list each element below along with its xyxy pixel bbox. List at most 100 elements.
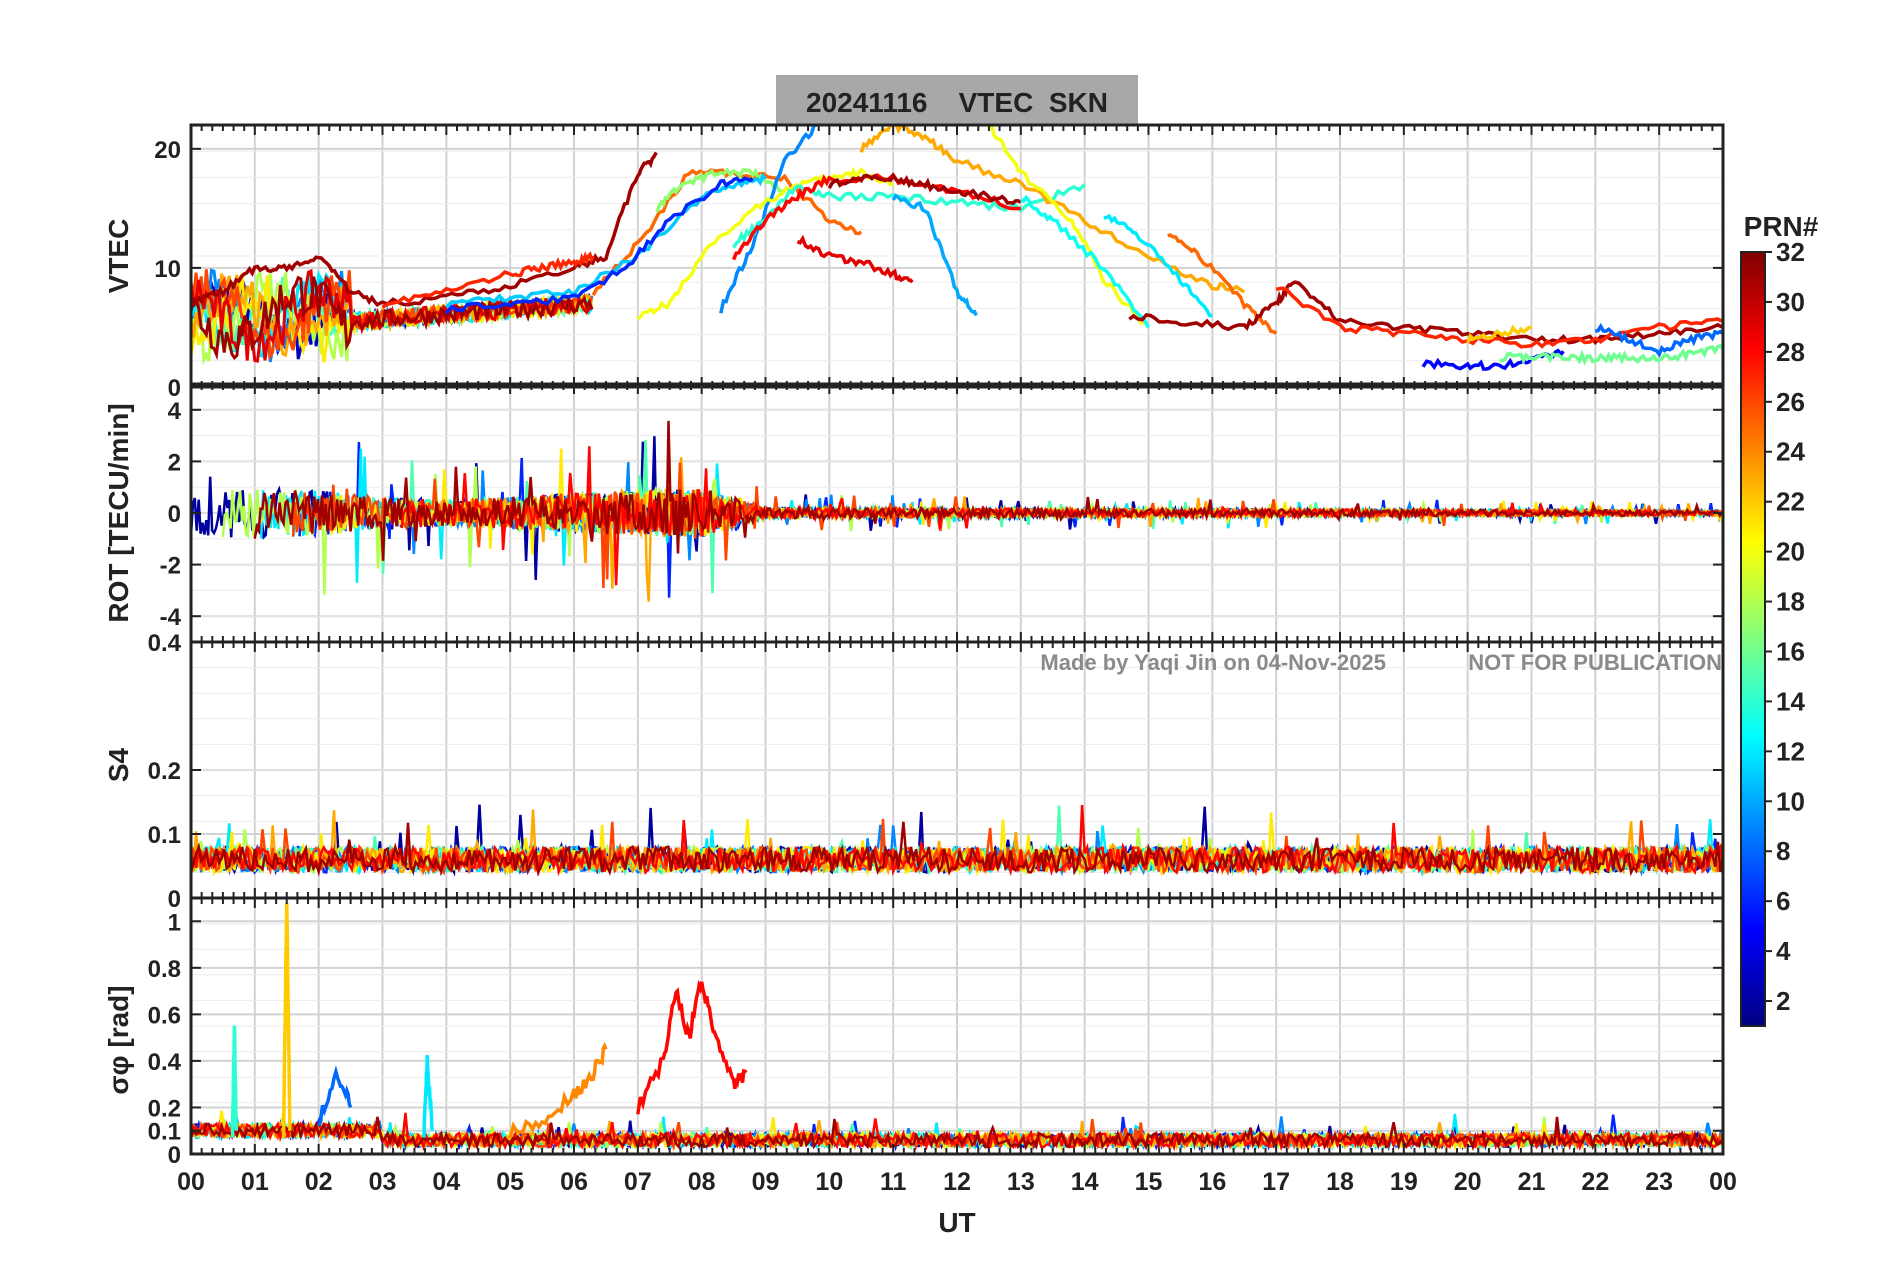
y-tick-label: 0.2 (148, 758, 181, 785)
y-axis-label-s4: S4 (103, 747, 134, 782)
colorbar-tick-label: 24 (1776, 437, 1805, 467)
colorbar-tick-label: 8 (1776, 836, 1790, 866)
x-tick-label: 02 (305, 1168, 333, 1196)
x-axis-label: UT (938, 1207, 975, 1238)
y-tick-label: 0.6 (148, 1002, 181, 1029)
y-tick-label: 4 (168, 398, 182, 425)
colorbar-tick-label: 6 (1776, 886, 1790, 916)
y-tick-label: 0.4 (148, 1049, 182, 1076)
sigma-series-prn-31 (191, 1116, 1723, 1152)
vtec-series-prn-13 (1020, 194, 1151, 329)
series-rot (191, 420, 1723, 602)
vtec-series-prn-29 (796, 234, 914, 284)
vtec-series-prn-31 (191, 151, 658, 309)
y-axis-label-sigma_phi: σφ [rad] (103, 985, 134, 1094)
vtec-series-prn-27 (381, 251, 595, 309)
title-box (776, 75, 1138, 125)
x-tick-label: 15 (1135, 1168, 1163, 1196)
y-tick-label: 0.4 (148, 630, 182, 657)
y-axis-label-vtec: VTEC (103, 219, 134, 294)
sigma-event-prn-12 (422, 1055, 435, 1138)
vtec-series-prn-27 (1275, 286, 1723, 349)
y-tick-label: 10 (154, 256, 181, 283)
rot-series-prn-18 (221, 466, 1723, 595)
y-tick-label: 0 (168, 501, 181, 528)
panel-sigma_phi: 00.10.2 0.4 0.6 0.8 1 σφ [rad] (103, 896, 1725, 1169)
panel-s4: 0 0.1 0.2 0.4 S4 (103, 630, 1725, 913)
colorbar-tick-label: 10 (1776, 786, 1805, 816)
colorbar-tick-label: 12 (1776, 736, 1805, 766)
vtec-series-prn-12 (1103, 213, 1213, 318)
y-tick-label: 0 (168, 1142, 181, 1169)
x-tick-label: 21 (1518, 1168, 1546, 1196)
vtec-series-prn-20 (987, 125, 1151, 329)
colorbar-tick-label: 4 (1776, 936, 1791, 966)
x-ticks-sigma_phi (190, 898, 1724, 1154)
x-tick-label: 19 (1390, 1168, 1418, 1196)
chart-title: 20241116 VTEC SKN (806, 87, 1108, 118)
y-tick-label: 0.8 (148, 956, 181, 983)
colorbar-tick-label: 20 (1776, 537, 1805, 567)
x-ticks-rot (190, 384, 1724, 642)
x-tick-label: 23 (1645, 1168, 1673, 1196)
x-tick-label: 12 (943, 1168, 971, 1196)
colorbar-tick-label: 26 (1776, 387, 1805, 417)
panel-vtec: 0 10 20 VTEC (103, 123, 1725, 402)
colorbar-tick-label: 16 (1776, 636, 1805, 666)
y-tick-label: 0 (168, 375, 181, 402)
vtec-series-prn-23 (859, 125, 1246, 294)
sigma-event-prn-8 (317, 1065, 353, 1127)
x-tick-label: 10 (815, 1168, 843, 1196)
y-tick-label: 1 (168, 909, 181, 936)
colorbar-tick-label: 22 (1776, 487, 1805, 517)
vtec-series-prn-6 (444, 176, 754, 315)
colorbar-tick-label: 14 (1776, 686, 1805, 716)
vtec-series-prn-22 (1466, 324, 1532, 344)
x-tick-label: 13 (1007, 1168, 1035, 1196)
x-tick-label: 20 (1454, 1168, 1482, 1196)
vtec-series-prn-20 (636, 166, 894, 321)
vtec-series-prn-14 (732, 183, 1086, 249)
colorbar-tick-label: 2 (1776, 986, 1790, 1016)
x-tick-label: 09 (752, 1168, 780, 1196)
s4-series-prn-31 (191, 821, 1723, 877)
y-tick-label: 0 (168, 886, 181, 913)
colorbar-tick-label: 30 (1776, 287, 1805, 317)
rot-series-prn-26 (291, 462, 1723, 589)
grid-vtec (191, 124, 1723, 387)
sigma-event-prn-28 (636, 979, 748, 1115)
x-tick-label: 16 (1198, 1168, 1226, 1196)
panel-rot: -4 -2 0 2 4 ROT [TECU/min] (103, 382, 1725, 644)
vtec-series-prn-8 (1595, 322, 1723, 358)
watermark-notice: NOT FOR PUBLICATION (1468, 650, 1722, 675)
colorbar-title: PRN# (1744, 211, 1819, 242)
series-s4 (191, 804, 1723, 878)
x-tick-label: 07 (624, 1168, 652, 1196)
x-tick-label: 00 (177, 1168, 205, 1196)
x-tick-label: 14 (1071, 1168, 1099, 1196)
colorbar-tick-label: 18 (1776, 587, 1805, 617)
x-tick-label: 18 (1326, 1168, 1354, 1196)
x-tick-label: 03 (369, 1168, 397, 1196)
grid-rot (191, 384, 1723, 642)
x-tick-label: 00 (1709, 1168, 1737, 1196)
x-tick-label: 08 (688, 1168, 716, 1196)
vtec-series-prn-31 (1128, 280, 1723, 346)
y-tick-label: 20 (154, 137, 181, 164)
y-tick-label: -2 (160, 553, 181, 580)
rot-series-prn-31 (253, 420, 1723, 561)
x-tick-label: 04 (432, 1168, 460, 1196)
y-tick-label: -4 (160, 604, 182, 631)
y-tick-label: 2 (168, 449, 181, 476)
vtec-series-prn-9 (719, 125, 818, 314)
vtec-series-prn-25 (1167, 233, 1278, 335)
watermark-author: Made by Yaqi Jin on 04-Nov-2025 (1040, 650, 1386, 675)
vtec-trace (191, 275, 594, 361)
x-tick-label: 17 (1262, 1168, 1290, 1196)
colorbar-gradient (1740, 251, 1766, 1027)
y-axis-label-rot: ROT [TECU/min] (103, 403, 134, 622)
colorbar-tick-label: 32 (1776, 237, 1805, 267)
x-tick-label: 01 (241, 1168, 269, 1196)
